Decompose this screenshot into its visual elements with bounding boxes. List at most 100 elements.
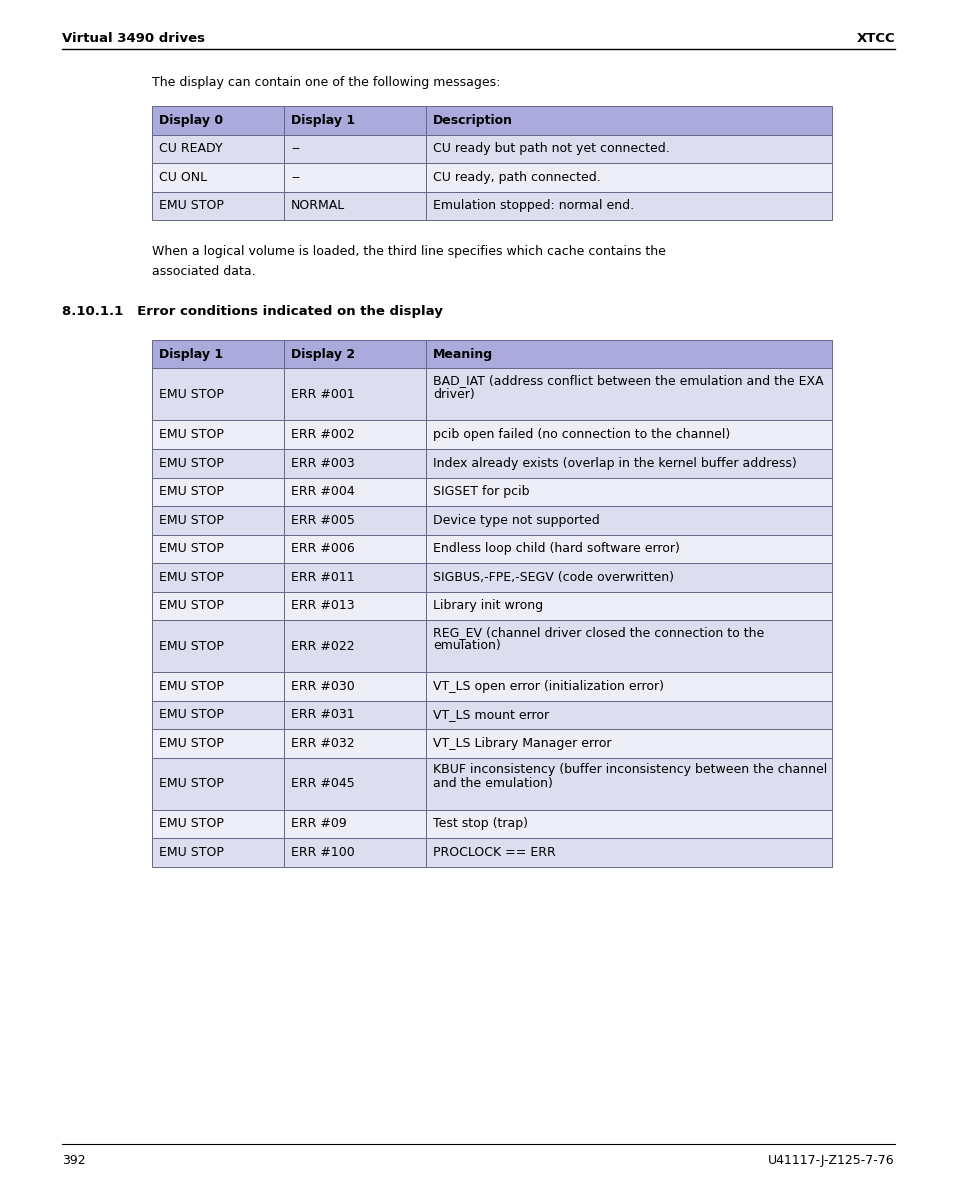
Text: KBUF inconsistency (buffer inconsistency between the channel: KBUF inconsistency (buffer inconsistency… (433, 763, 826, 777)
Text: REG_EV (channel driver closed the connection to the: REG_EV (channel driver closed the connec… (433, 626, 763, 639)
Bar (152, 506, 284, 535)
Bar (152, 535, 284, 563)
Text: ERR #030: ERR #030 (291, 680, 355, 692)
Bar (426, 420, 831, 449)
Bar (284, 340, 426, 368)
Bar (152, 368, 284, 420)
Bar (284, 728, 426, 757)
Bar (284, 106, 426, 135)
Bar (426, 478, 831, 506)
Text: --: -- (291, 171, 299, 184)
Bar (152, 838, 284, 867)
Text: EMU STOP: EMU STOP (159, 542, 224, 555)
Text: Index already exists (overlap in the kernel buffer address): Index already exists (overlap in the ker… (433, 456, 796, 470)
Text: ERR #013: ERR #013 (291, 600, 355, 613)
Text: Library init wrong: Library init wrong (433, 600, 542, 613)
Text: 392: 392 (62, 1153, 86, 1167)
Text: VT_LS Library Manager error: VT_LS Library Manager error (433, 737, 611, 750)
Text: ERR #032: ERR #032 (291, 737, 355, 750)
Bar (152, 478, 284, 506)
Text: EMU STOP: EMU STOP (159, 845, 224, 858)
Text: SIGBUS,-FPE,-SEGV (code overwritten): SIGBUS,-FPE,-SEGV (code overwritten) (433, 571, 673, 584)
Text: EMU STOP: EMU STOP (159, 777, 224, 790)
Bar (426, 591, 831, 620)
Text: ERR #002: ERR #002 (291, 429, 355, 441)
Text: ERR #001: ERR #001 (291, 388, 355, 401)
Bar (152, 809, 284, 838)
Bar (426, 838, 831, 867)
Bar (284, 620, 426, 672)
Bar (284, 163, 426, 191)
Text: CU ONL: CU ONL (159, 171, 207, 184)
Bar (426, 106, 831, 135)
Bar (426, 135, 831, 163)
Text: EMU STOP: EMU STOP (159, 388, 224, 401)
Text: The display can contain one of the following messages:: The display can contain one of the follo… (152, 76, 500, 89)
Text: --: -- (291, 142, 299, 155)
Text: CU ready, path connected.: CU ready, path connected. (433, 171, 600, 184)
Text: Emulation stopped: normal end.: Emulation stopped: normal end. (433, 199, 634, 212)
Bar (284, 672, 426, 701)
Text: ERR #100: ERR #100 (291, 845, 355, 858)
Text: Meaning: Meaning (433, 348, 493, 361)
Bar (426, 340, 831, 368)
Bar (426, 757, 831, 809)
Text: ERR #045: ERR #045 (291, 777, 355, 790)
Text: EMU STOP: EMU STOP (159, 514, 224, 527)
Bar (152, 191, 284, 220)
Text: PROCLOCK == ERR: PROCLOCK == ERR (433, 845, 556, 858)
Text: driver): driver) (433, 388, 475, 401)
Text: EMU STOP: EMU STOP (159, 737, 224, 750)
Bar (152, 591, 284, 620)
Text: When a logical volume is loaded, the third line specifies which cache contains t: When a logical volume is loaded, the thi… (152, 244, 665, 258)
Text: 8.10.1.1   Error conditions indicated on the display: 8.10.1.1 Error conditions indicated on t… (62, 305, 442, 318)
Bar (426, 449, 831, 478)
Bar (426, 620, 831, 672)
Text: ERR #022: ERR #022 (291, 639, 355, 653)
Text: Endless loop child (hard software error): Endless loop child (hard software error) (433, 542, 679, 555)
Bar (284, 368, 426, 420)
Text: EMU STOP: EMU STOP (159, 571, 224, 584)
Bar (284, 757, 426, 809)
Text: pcib open failed (no connection to the channel): pcib open failed (no connection to the c… (433, 429, 729, 441)
Text: VT_LS mount error: VT_LS mount error (433, 708, 549, 721)
Bar (152, 106, 284, 135)
Text: EMU STOP: EMU STOP (159, 485, 224, 498)
Text: Device type not supported: Device type not supported (433, 514, 599, 527)
Bar (152, 757, 284, 809)
Bar (152, 420, 284, 449)
Bar (426, 368, 831, 420)
Bar (426, 563, 831, 591)
Text: associated data.: associated data. (152, 265, 255, 278)
Bar (284, 506, 426, 535)
Bar (426, 535, 831, 563)
Text: and the emulation): and the emulation) (433, 777, 553, 790)
Text: BAD_IAT (address conflict between the emulation and the EXA: BAD_IAT (address conflict between the em… (433, 374, 822, 388)
Text: Virtual 3490 drives: Virtual 3490 drives (62, 33, 205, 45)
Bar (152, 728, 284, 757)
Text: ERR #09: ERR #09 (291, 818, 346, 831)
Text: Test stop (trap): Test stop (trap) (433, 818, 527, 831)
Bar (426, 809, 831, 838)
Text: emulation): emulation) (433, 639, 500, 653)
Bar (426, 163, 831, 191)
Text: VT_LS open error (initialization error): VT_LS open error (initialization error) (433, 680, 663, 692)
Text: Display 2: Display 2 (291, 348, 355, 361)
Bar (152, 701, 284, 728)
Text: NORMAL: NORMAL (291, 199, 345, 212)
Text: EMU STOP: EMU STOP (159, 680, 224, 692)
Bar (284, 449, 426, 478)
Bar (426, 701, 831, 728)
Bar (284, 701, 426, 728)
Text: ERR #011: ERR #011 (291, 571, 355, 584)
Text: XTCC: XTCC (856, 33, 894, 45)
Bar (426, 506, 831, 535)
Bar (152, 620, 284, 672)
Text: Description: Description (433, 113, 513, 126)
Bar (426, 728, 831, 757)
Text: U41117-J-Z125-7-76: U41117-J-Z125-7-76 (767, 1153, 894, 1167)
Text: Display 1: Display 1 (159, 348, 223, 361)
Bar (284, 135, 426, 163)
Bar (284, 191, 426, 220)
Text: CU READY: CU READY (159, 142, 222, 155)
